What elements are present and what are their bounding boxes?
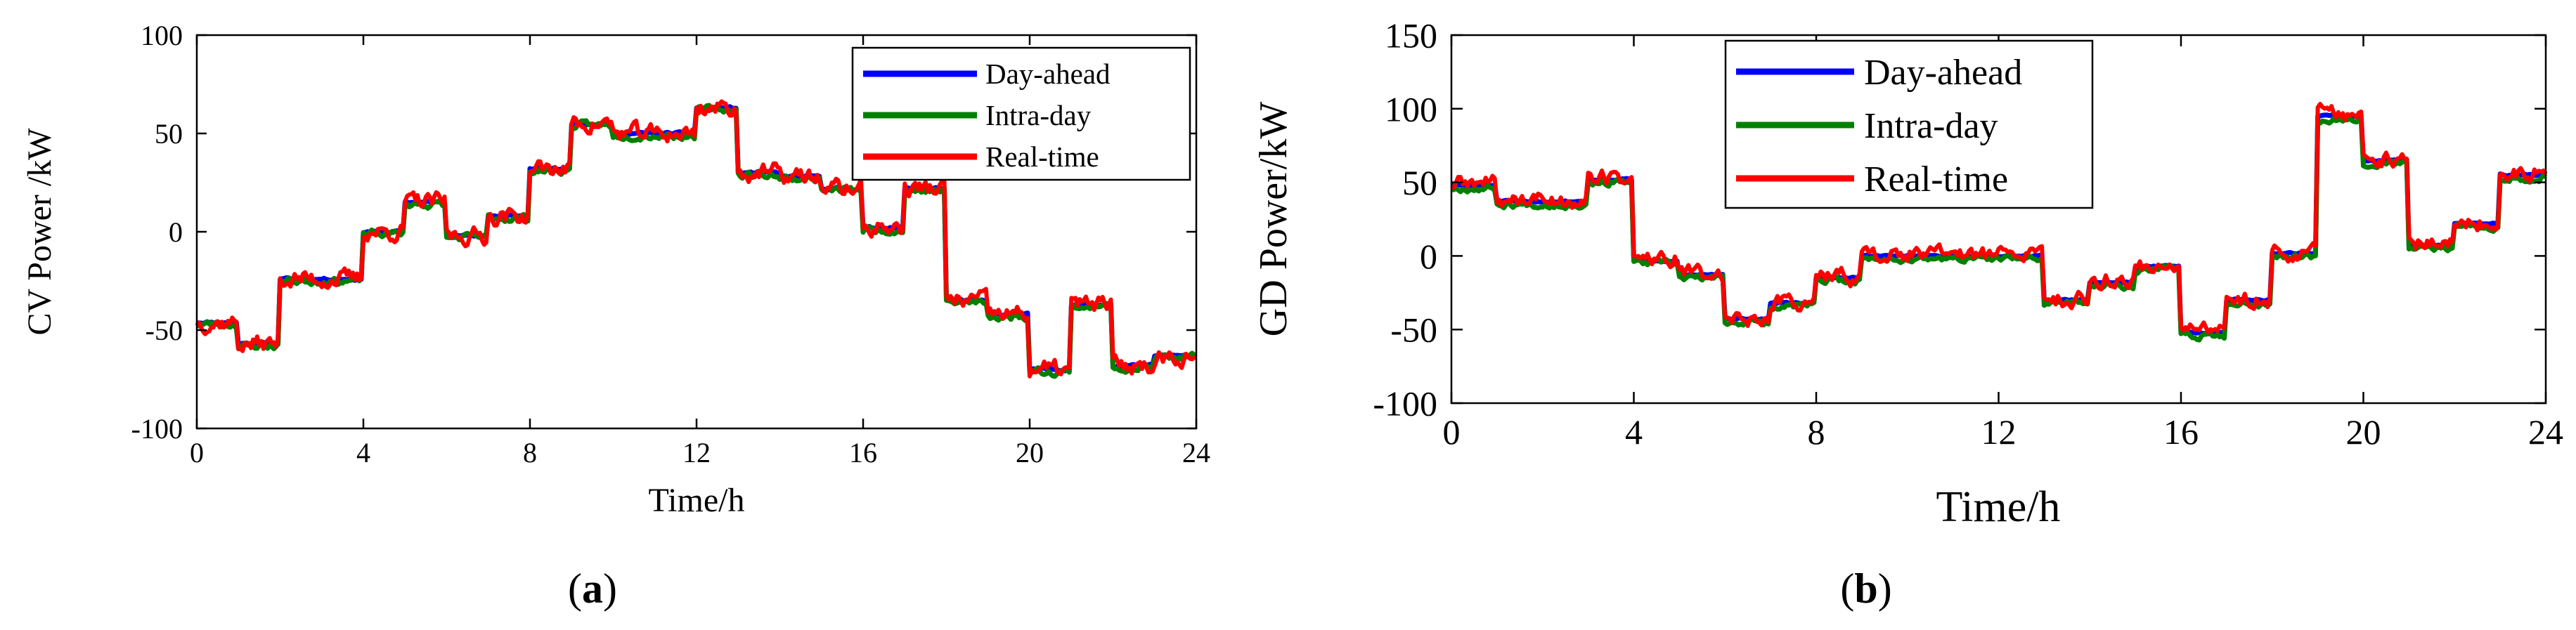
panel-b-y-axis-label: GD Power/kW bbox=[1252, 102, 1295, 337]
panel-a-x-tick-label: 8 bbox=[523, 437, 537, 468]
panel-b-label-letter: b bbox=[1854, 565, 1877, 612]
panel-a-label-open-paren: ( bbox=[568, 565, 582, 612]
panel-a-cv-power-chart: -100 -50 0 50 100 0 4 8 12 16 20 24 CV Power /kW T… bbox=[21, 20, 1210, 612]
panel-b-legend-day-ahead-label: Day-ahead bbox=[1864, 53, 2022, 93]
panel-a-x-tick-label: 20 bbox=[1016, 437, 1044, 468]
panel-a-label-close-paren: ) bbox=[603, 565, 617, 612]
panel-b-label-open-paren: ( bbox=[1840, 565, 1854, 612]
panel-a-legend-day-ahead-label: Day-ahead bbox=[985, 58, 1111, 90]
panel-a-x-tick-label: 4 bbox=[356, 437, 370, 468]
panel-b-y-tick-label: 150 bbox=[1385, 16, 1437, 55]
panel-a-y-axis-label: CV Power /kW bbox=[21, 128, 58, 336]
panel-b-x-tick-label: 12 bbox=[1981, 412, 2017, 452]
panel-b-x-ticks: 0 4 8 12 16 20 24 bbox=[1443, 35, 2563, 452]
panel-b-x-tick-label: 0 bbox=[1443, 412, 1461, 452]
panel-b-series-real-time bbox=[1451, 102, 2548, 335]
panel-a-y-ticks: -100 -50 0 50 100 bbox=[131, 20, 1196, 445]
panel-a-y-tick-label: -100 bbox=[131, 413, 183, 445]
panel-a-x-ticks: 0 4 8 12 16 20 24 bbox=[190, 35, 1210, 468]
panel-a-legend: Day-ahead Intra-day Real-time bbox=[851, 46, 1191, 181]
panel-b-label-close-paren: ) bbox=[1878, 565, 1892, 612]
panel-a-x-tick-label: 12 bbox=[682, 437, 711, 468]
panel-b-y-tick-label: 0 bbox=[1420, 237, 1437, 276]
panel-b-series-intra-day bbox=[1451, 115, 2547, 343]
panel-b-x-tick-label: 16 bbox=[2163, 412, 2199, 452]
panel-a-series-real-time bbox=[195, 99, 1197, 379]
panel-b-legend-intra-day-label: Intra-day bbox=[1864, 106, 1998, 146]
panel-a-x-tick-label: 24 bbox=[1182, 437, 1210, 468]
panel-b-y-tick-label: 50 bbox=[1402, 163, 1437, 202]
panel-b-y-tick-label: 100 bbox=[1385, 89, 1437, 129]
panel-a-y-tick-label: 50 bbox=[155, 118, 183, 150]
panel-b-label: (b) bbox=[1840, 565, 1891, 612]
panel-a-y-tick-label: 100 bbox=[141, 20, 183, 51]
panel-b-x-axis-label: Time/h bbox=[1936, 483, 2061, 531]
panel-a-x-tick-label: 0 bbox=[190, 437, 204, 468]
panel-a-y-tick-label: 0 bbox=[169, 216, 183, 248]
panel-b-y-tick-label: -100 bbox=[1373, 384, 1437, 424]
panel-b-x-tick-label: 24 bbox=[2528, 412, 2563, 452]
panel-a-legend-real-time-label: Real-time bbox=[985, 140, 1099, 173]
panel-a-label: (a) bbox=[568, 565, 617, 612]
panel-b-x-tick-label: 20 bbox=[2346, 412, 2381, 452]
panel-b-y-tick-label: -50 bbox=[1390, 310, 1437, 350]
panel-a-series-layer bbox=[195, 99, 1198, 379]
panel-b-x-tick-label: 8 bbox=[1808, 412, 1825, 452]
panel-b-x-tick-label: 4 bbox=[1625, 412, 1643, 452]
panel-b-legend-real-time-label: Real-time bbox=[1864, 159, 2008, 199]
panel-a-x-axis-label: Time/h bbox=[649, 482, 745, 519]
panel-b-y-ticks: -100 -50 0 50 100 150 bbox=[1373, 16, 2546, 424]
panel-b-gd-power-chart: -100 -50 0 50 100 150 0 4 8 12 16 20 24 GD Power/kW… bbox=[1252, 16, 2563, 612]
panel-b-series-layer bbox=[1450, 102, 2548, 343]
panel-b-legend: Day-ahead Intra-day Real-time bbox=[1724, 39, 2094, 209]
panel-a-label-letter: a bbox=[582, 565, 603, 612]
panel-a-x-tick-label: 16 bbox=[849, 437, 877, 468]
panel-a-legend-intra-day-label: Intra-day bbox=[985, 99, 1092, 131]
panel-a-y-tick-label: -50 bbox=[145, 315, 183, 346]
